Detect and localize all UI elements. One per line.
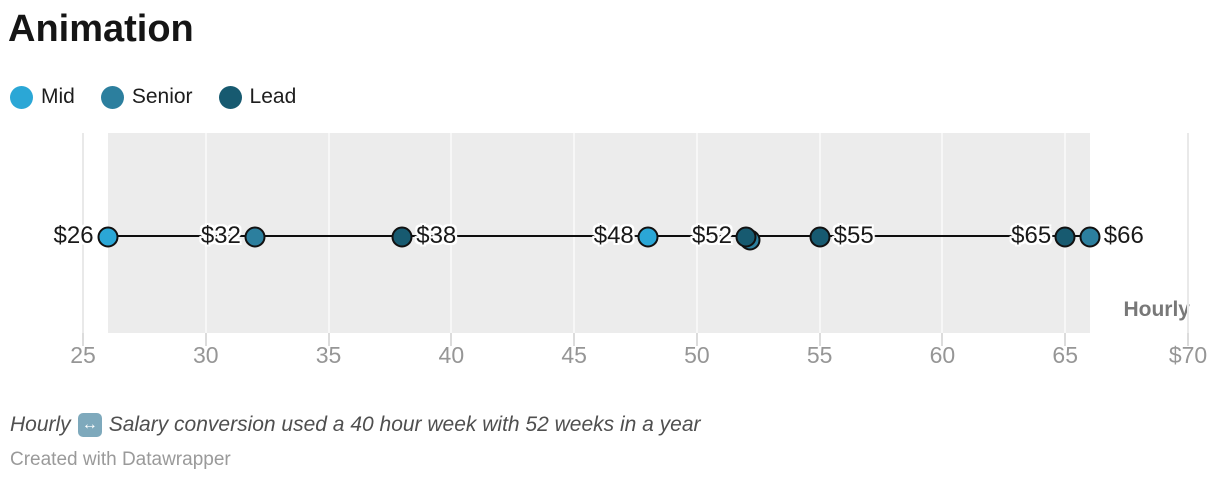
gridline: [82, 133, 84, 333]
legend-item-mid: Mid: [10, 85, 75, 109]
gridline: [327, 133, 330, 333]
axis-tick-label: $70: [1168, 342, 1208, 368]
data-point-label: $32: [200, 222, 241, 249]
plot-area: Hourly 25 30 35 40 45 50 55 60 65 $70 $26 $32 $38 $48…: [0, 130, 1220, 380]
data-point-label: $65: [1011, 222, 1052, 249]
legend-dot-icon: [218, 85, 242, 109]
axis-tick-label: 65: [1052, 342, 1079, 368]
axis-tick-label: 55: [806, 342, 833, 368]
axis-tick-label: 60: [929, 342, 956, 368]
axis-tick: [450, 333, 453, 346]
axis-tick-label: 50: [684, 342, 710, 368]
axis-tick-label: 40: [438, 342, 465, 368]
axis-tick: [82, 333, 84, 346]
data-point-label: $52: [691, 222, 732, 249]
axis-tick: [818, 333, 821, 346]
axis-tick-label: 30: [192, 342, 219, 368]
data-point-lead[interactable]: [809, 226, 831, 248]
data-point-label: $38: [416, 222, 457, 249]
gridline: [573, 133, 576, 333]
range-band: [107, 133, 1090, 333]
axis-tick: [573, 333, 576, 346]
data-point-label: $26: [53, 222, 94, 249]
gridline: [450, 133, 453, 333]
axis-tick-label: 25: [70, 342, 96, 368]
data-point-lead[interactable]: [1054, 226, 1076, 248]
footnote-text: Salary conversion used a 40 hour week wi…: [108, 413, 701, 436]
legend-label: Lead: [249, 85, 297, 108]
axis-tick: [1064, 333, 1067, 346]
legend-item-lead: Lead: [218, 85, 297, 109]
gridline: [695, 133, 698, 333]
connector-line: [107, 235, 1090, 237]
data-point-label: $66: [1103, 222, 1144, 249]
data-point-mid[interactable]: [637, 226, 659, 248]
legend-label: Senior: [131, 85, 193, 108]
axis-tick-label: 45: [561, 342, 587, 368]
axis-tick: [204, 333, 207, 346]
gridline: [204, 133, 207, 333]
legend-item-senior: Senior: [100, 85, 193, 109]
gridline: [941, 133, 944, 333]
footnote-prefix: Hourly: [10, 413, 71, 436]
legend: Mid Senior Lead: [10, 85, 296, 109]
data-point-lead[interactable]: [391, 226, 413, 248]
data-point-label: $48: [593, 222, 634, 249]
left-right-arrow-icon: ↔: [77, 413, 102, 437]
datawrapper-credit-link[interactable]: Created with Datawrapper: [10, 449, 231, 470]
data-point-label: $55: [833, 222, 874, 249]
gridline: [1187, 133, 1189, 333]
legend-dot-icon: [10, 85, 33, 109]
data-point-senior[interactable]: [244, 226, 266, 248]
axis-tick: [695, 333, 698, 346]
legend-dot-icon: [100, 85, 124, 109]
axis-unit-label: Hourly: [1123, 298, 1190, 321]
axis-tick: [1187, 333, 1189, 346]
axis-tick-label: 35: [315, 342, 342, 368]
axis-tick: [327, 333, 330, 346]
chart-title: Animation: [8, 8, 194, 50]
chart-footer: Hourly ↔ Salary conversion used a 40 hour …: [10, 413, 1210, 471]
footnote: Hourly ↔ Salary conversion used a 40 hour …: [10, 413, 1210, 437]
data-point-senior[interactable]: [1079, 226, 1101, 248]
data-point-lead[interactable]: [735, 226, 757, 248]
data-point-mid[interactable]: [97, 226, 119, 248]
legend-label: Mid: [41, 85, 75, 108]
axis-tick: [941, 333, 944, 346]
